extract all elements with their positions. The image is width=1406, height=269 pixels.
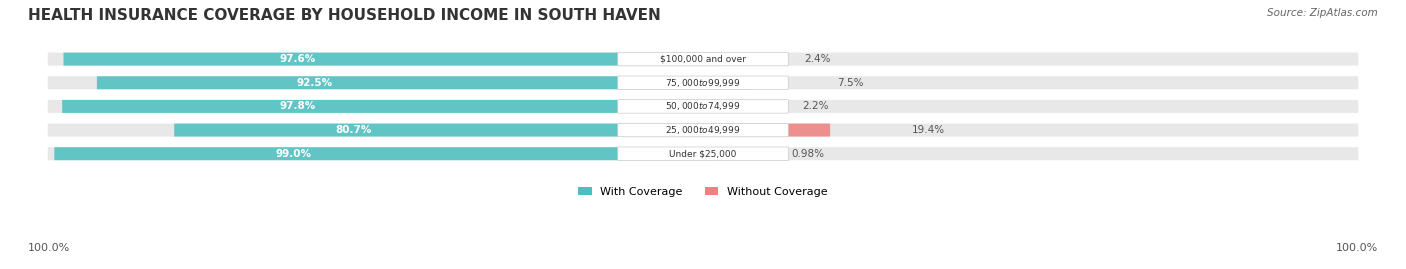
FancyBboxPatch shape — [703, 147, 710, 160]
Legend: With Coverage, Without Coverage: With Coverage, Without Coverage — [574, 182, 832, 201]
FancyBboxPatch shape — [48, 76, 1358, 89]
Text: 92.5%: 92.5% — [297, 78, 333, 88]
FancyBboxPatch shape — [63, 53, 703, 66]
Text: 2.2%: 2.2% — [803, 101, 830, 111]
FancyBboxPatch shape — [55, 147, 703, 160]
FancyBboxPatch shape — [97, 76, 703, 89]
Text: $100,000 and over: $100,000 and over — [659, 55, 747, 63]
FancyBboxPatch shape — [703, 123, 830, 137]
FancyBboxPatch shape — [703, 53, 718, 66]
Text: 2.4%: 2.4% — [804, 54, 831, 64]
FancyBboxPatch shape — [48, 100, 1358, 113]
FancyBboxPatch shape — [617, 147, 789, 160]
Text: 80.7%: 80.7% — [335, 125, 371, 135]
Text: 100.0%: 100.0% — [28, 243, 70, 253]
Text: $75,000 to $99,999: $75,000 to $99,999 — [665, 77, 741, 89]
FancyBboxPatch shape — [62, 100, 703, 113]
Text: HEALTH INSURANCE COVERAGE BY HOUSEHOLD INCOME IN SOUTH HAVEN: HEALTH INSURANCE COVERAGE BY HOUSEHOLD I… — [28, 8, 661, 23]
FancyBboxPatch shape — [617, 76, 789, 90]
Text: 19.4%: 19.4% — [912, 125, 945, 135]
FancyBboxPatch shape — [617, 123, 789, 137]
Text: Source: ZipAtlas.com: Source: ZipAtlas.com — [1267, 8, 1378, 18]
Text: Under $25,000: Under $25,000 — [669, 149, 737, 158]
Text: 100.0%: 100.0% — [1336, 243, 1378, 253]
Text: 97.8%: 97.8% — [280, 101, 315, 111]
FancyBboxPatch shape — [48, 53, 1358, 66]
FancyBboxPatch shape — [617, 100, 789, 113]
Text: 0.98%: 0.98% — [792, 149, 824, 159]
FancyBboxPatch shape — [703, 76, 752, 89]
Text: $50,000 to $74,999: $50,000 to $74,999 — [665, 100, 741, 112]
FancyBboxPatch shape — [174, 123, 703, 137]
FancyBboxPatch shape — [617, 52, 789, 66]
FancyBboxPatch shape — [703, 100, 717, 113]
Text: 97.6%: 97.6% — [280, 54, 316, 64]
Text: 99.0%: 99.0% — [276, 149, 312, 159]
FancyBboxPatch shape — [48, 123, 1358, 137]
Text: $25,000 to $49,999: $25,000 to $49,999 — [665, 124, 741, 136]
Text: 7.5%: 7.5% — [837, 78, 863, 88]
FancyBboxPatch shape — [48, 147, 1358, 160]
